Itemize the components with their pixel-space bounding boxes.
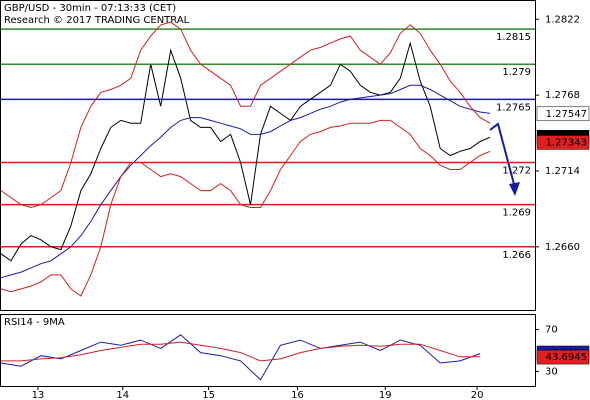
chart-subtitle: Research © 2017 TRADING CENTRAL: [4, 15, 190, 26]
x-tick-label: 13: [32, 390, 45, 400]
x-tick-label: 16: [291, 390, 304, 400]
y-tick-label: 1.2714: [545, 166, 580, 177]
x-tick-label: 14: [116, 390, 129, 400]
level-label: 1.266: [502, 250, 531, 261]
y-tick-label: 1.2660: [545, 242, 580, 253]
price-tag: [536, 135, 590, 150]
y-tick-label: 70: [545, 325, 558, 336]
series-line: [0, 84, 491, 279]
price-tag-label: 1.27343: [546, 137, 587, 148]
y-tick-label: 1.2768: [545, 90, 580, 101]
x-tick-label: 15: [202, 390, 215, 400]
level-label: 1.279: [502, 67, 531, 78]
level-label: 1.272: [502, 166, 531, 177]
series-line: [0, 21, 491, 209]
price-tag: [536, 106, 590, 122]
y-tick-label: 1.2822: [545, 14, 580, 25]
chart-title: GBP/USD - 30min - 07:13:33 (CET): [4, 3, 176, 14]
level-label: 1.2765: [496, 102, 531, 113]
level-label: 1.269: [502, 208, 531, 219]
price-tag-label: 43.6945: [546, 352, 587, 363]
rsi-title: RSI14 - 9MA: [4, 317, 65, 328]
series-line: [0, 41, 491, 262]
forecast-arrow: [489, 122, 516, 189]
level-label: 1.2815: [496, 32, 531, 43]
y-tick-label: 30: [545, 366, 558, 377]
forecast-arrowhead: [509, 182, 520, 196]
price-tag-label: 1.27547: [546, 109, 587, 120]
x-tick-label: 20: [471, 390, 484, 400]
rsi-panel: [0, 314, 536, 387]
x-tick-label: 19: [379, 390, 392, 400]
series-line: [0, 334, 481, 381]
series-line: [1, 341, 481, 362]
series-line: [0, 119, 491, 297]
price-panel: [0, 0, 536, 311]
price-tag: [536, 349, 590, 365]
